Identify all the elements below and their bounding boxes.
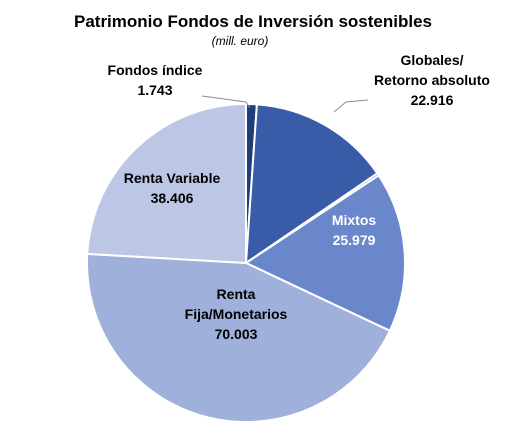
slice-label-line: 1.743 <box>137 82 172 98</box>
slice-label: Globales/Retorno absoluto 22.916 <box>374 52 490 108</box>
slice-label-line: Globales/ <box>400 52 463 68</box>
slice-label-line: 70.003 <box>215 326 258 342</box>
slice-labels: Fondos índice 1.743 Globales/Retorno absol… <box>108 52 490 342</box>
slice-label: Fondos índice 1.743 <box>108 62 203 98</box>
leader-lines <box>201 95 369 113</box>
slice-label-line: Renta <box>217 286 256 302</box>
leader-line <box>201 95 251 109</box>
slice-label-line: 38.406 <box>151 190 194 206</box>
slice-label-line: Retorno absoluto <box>374 72 490 88</box>
chart-subtitle: (mill. euro) <box>212 34 269 48</box>
chart-title: Patrimonio Fondos de Inversión sostenibl… <box>74 12 432 31</box>
slice-label-line: Fija/Monetarios <box>185 306 288 322</box>
pie-slice <box>244 103 379 265</box>
slice-label: Mixtos 25.979 <box>332 212 377 248</box>
pie-slices <box>86 102 406 423</box>
pie-slice <box>86 252 392 423</box>
slice-label-line: 25.979 <box>333 232 376 248</box>
leader-line <box>333 99 369 113</box>
slice-label-line: Fondos índice <box>108 62 203 78</box>
slice-label-line: Renta Variable <box>124 170 221 186</box>
pie-slice <box>243 174 406 333</box>
pie-slice <box>86 102 247 265</box>
slice-label: Renta Variable 38.406 <box>124 170 221 206</box>
slice-label-line: 22.916 <box>411 92 454 108</box>
slice-label-line: Mixtos <box>332 212 377 228</box>
slice-label: Renta Fija/Monetarios 70.003 <box>185 286 288 342</box>
